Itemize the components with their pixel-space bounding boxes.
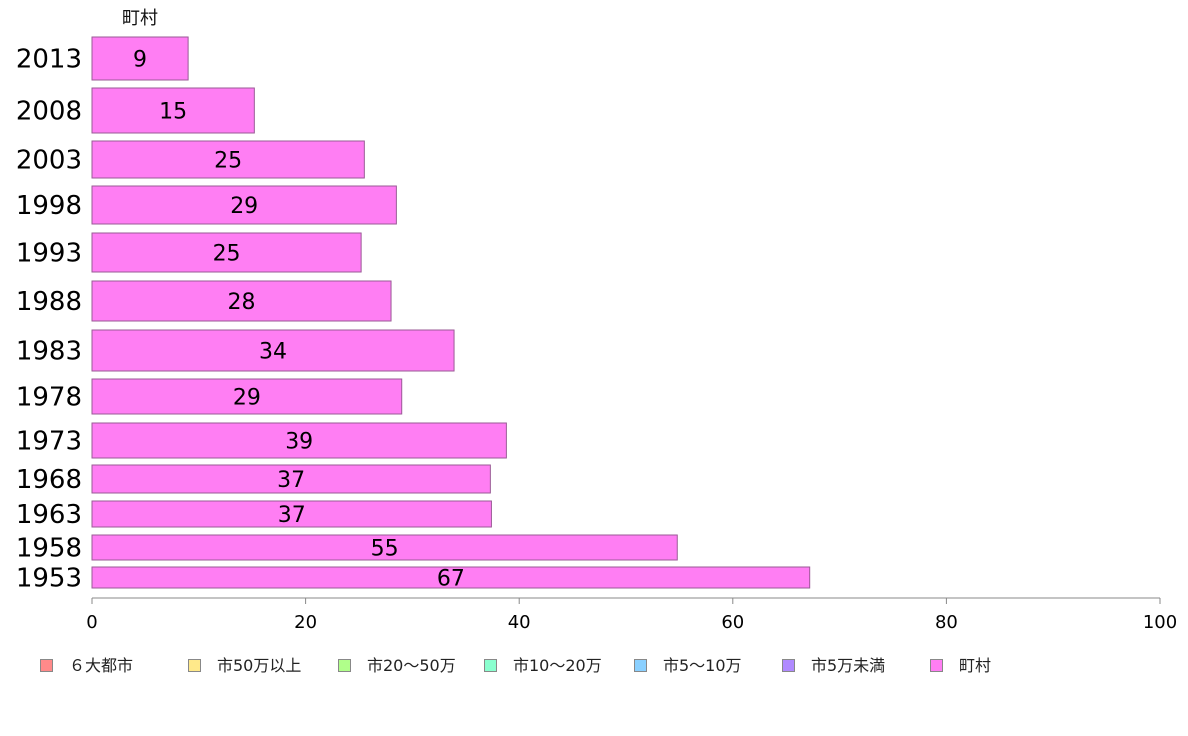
y-tick-label: 2013 — [16, 45, 82, 75]
legend-item: 市10〜20万 — [484, 652, 602, 676]
x-tick-label: 40 — [508, 612, 531, 633]
y-tick-label: 1968 — [16, 465, 82, 495]
bar-2003 — [91, 140, 365, 179]
legend-item: 市5〜10万 — [634, 652, 742, 676]
bar-value-label: 34 — [259, 340, 287, 365]
bar-1968 — [91, 464, 491, 494]
legend-item: 市50万以上 — [188, 652, 301, 676]
legend-label: 町村 — [959, 656, 992, 675]
legend-label: ６大都市 — [69, 656, 134, 675]
legend-item: ６大都市 — [40, 652, 133, 676]
legend-label: 市50万以上 — [217, 656, 302, 675]
y-tick-label: 1983 — [16, 337, 82, 367]
bar-1993 — [91, 232, 362, 273]
bar-1953 — [91, 566, 811, 589]
y-tick-label: 1993 — [16, 239, 82, 269]
bar-value-label: 55 — [371, 537, 399, 562]
bar-1998 — [91, 185, 397, 225]
bar-value-label: 37 — [277, 468, 305, 493]
bar-value-label: 9 — [133, 48, 147, 73]
x-tick-label: 80 — [935, 612, 958, 633]
legend-swatch — [484, 659, 497, 672]
y-axis-labels: 2013 2008 2003 1998 1993 1988 1983 1978 1973 1968… — [16, 45, 82, 594]
bar-value-label: 39 — [285, 430, 313, 455]
legend-item: 町村 — [930, 652, 991, 676]
y-tick-label: 1978 — [16, 383, 82, 413]
y-tick-label: 1988 — [16, 287, 82, 317]
x-tick-label: 100 — [1143, 612, 1177, 633]
bar-value-label: 29 — [233, 386, 261, 411]
y-tick-label: 1953 — [16, 564, 82, 594]
series-title: 町村 — [122, 8, 158, 29]
legend-swatch — [782, 659, 795, 672]
legend-label: 市20〜50万 — [367, 656, 456, 675]
legend-label: 市10〜20万 — [513, 656, 602, 675]
bar-1963 — [91, 500, 492, 528]
bar-value-label: 25 — [214, 149, 242, 174]
bar-value-label: 67 — [437, 567, 465, 592]
bar-1988 — [91, 280, 392, 322]
y-tick-label: 1998 — [16, 191, 82, 221]
bar-1978 — [91, 378, 403, 415]
bar-value-label: 25 — [213, 242, 241, 267]
y-tick-label: 1963 — [16, 500, 82, 530]
legend-item: 市20〜50万 — [338, 652, 456, 676]
x-tick-label: 0 — [86, 612, 97, 633]
legend-swatch — [634, 659, 647, 672]
legend-swatch — [338, 659, 351, 672]
bar-2008 — [91, 87, 255, 134]
y-tick-label: 1973 — [16, 427, 82, 457]
bar-value-label: 37 — [278, 503, 306, 528]
x-tick-label: 20 — [294, 612, 317, 633]
bar-value-label: 15 — [159, 100, 187, 125]
bar-1958 — [91, 534, 678, 561]
y-tick-label: 2003 — [16, 146, 82, 176]
legend-swatch — [930, 659, 943, 672]
legend-label: 市5〜10万 — [663, 656, 742, 675]
legend-swatch — [188, 659, 201, 672]
bar-value-label: 28 — [228, 290, 256, 315]
y-tick-label: 1958 — [16, 534, 82, 564]
bar-1973 — [91, 422, 507, 459]
legend-item: 市5万未満 — [782, 652, 885, 676]
legend-swatch — [40, 659, 53, 672]
bar-2013 — [91, 36, 189, 81]
bar-1983 — [91, 329, 455, 372]
x-axis: 0 20 40 60 80 100 — [86, 597, 1177, 633]
x-tick-label: 60 — [721, 612, 744, 633]
bar-value-label: 29 — [230, 194, 258, 219]
y-tick-label: 2008 — [16, 97, 82, 127]
legend-label: 市5万未満 — [811, 656, 886, 675]
